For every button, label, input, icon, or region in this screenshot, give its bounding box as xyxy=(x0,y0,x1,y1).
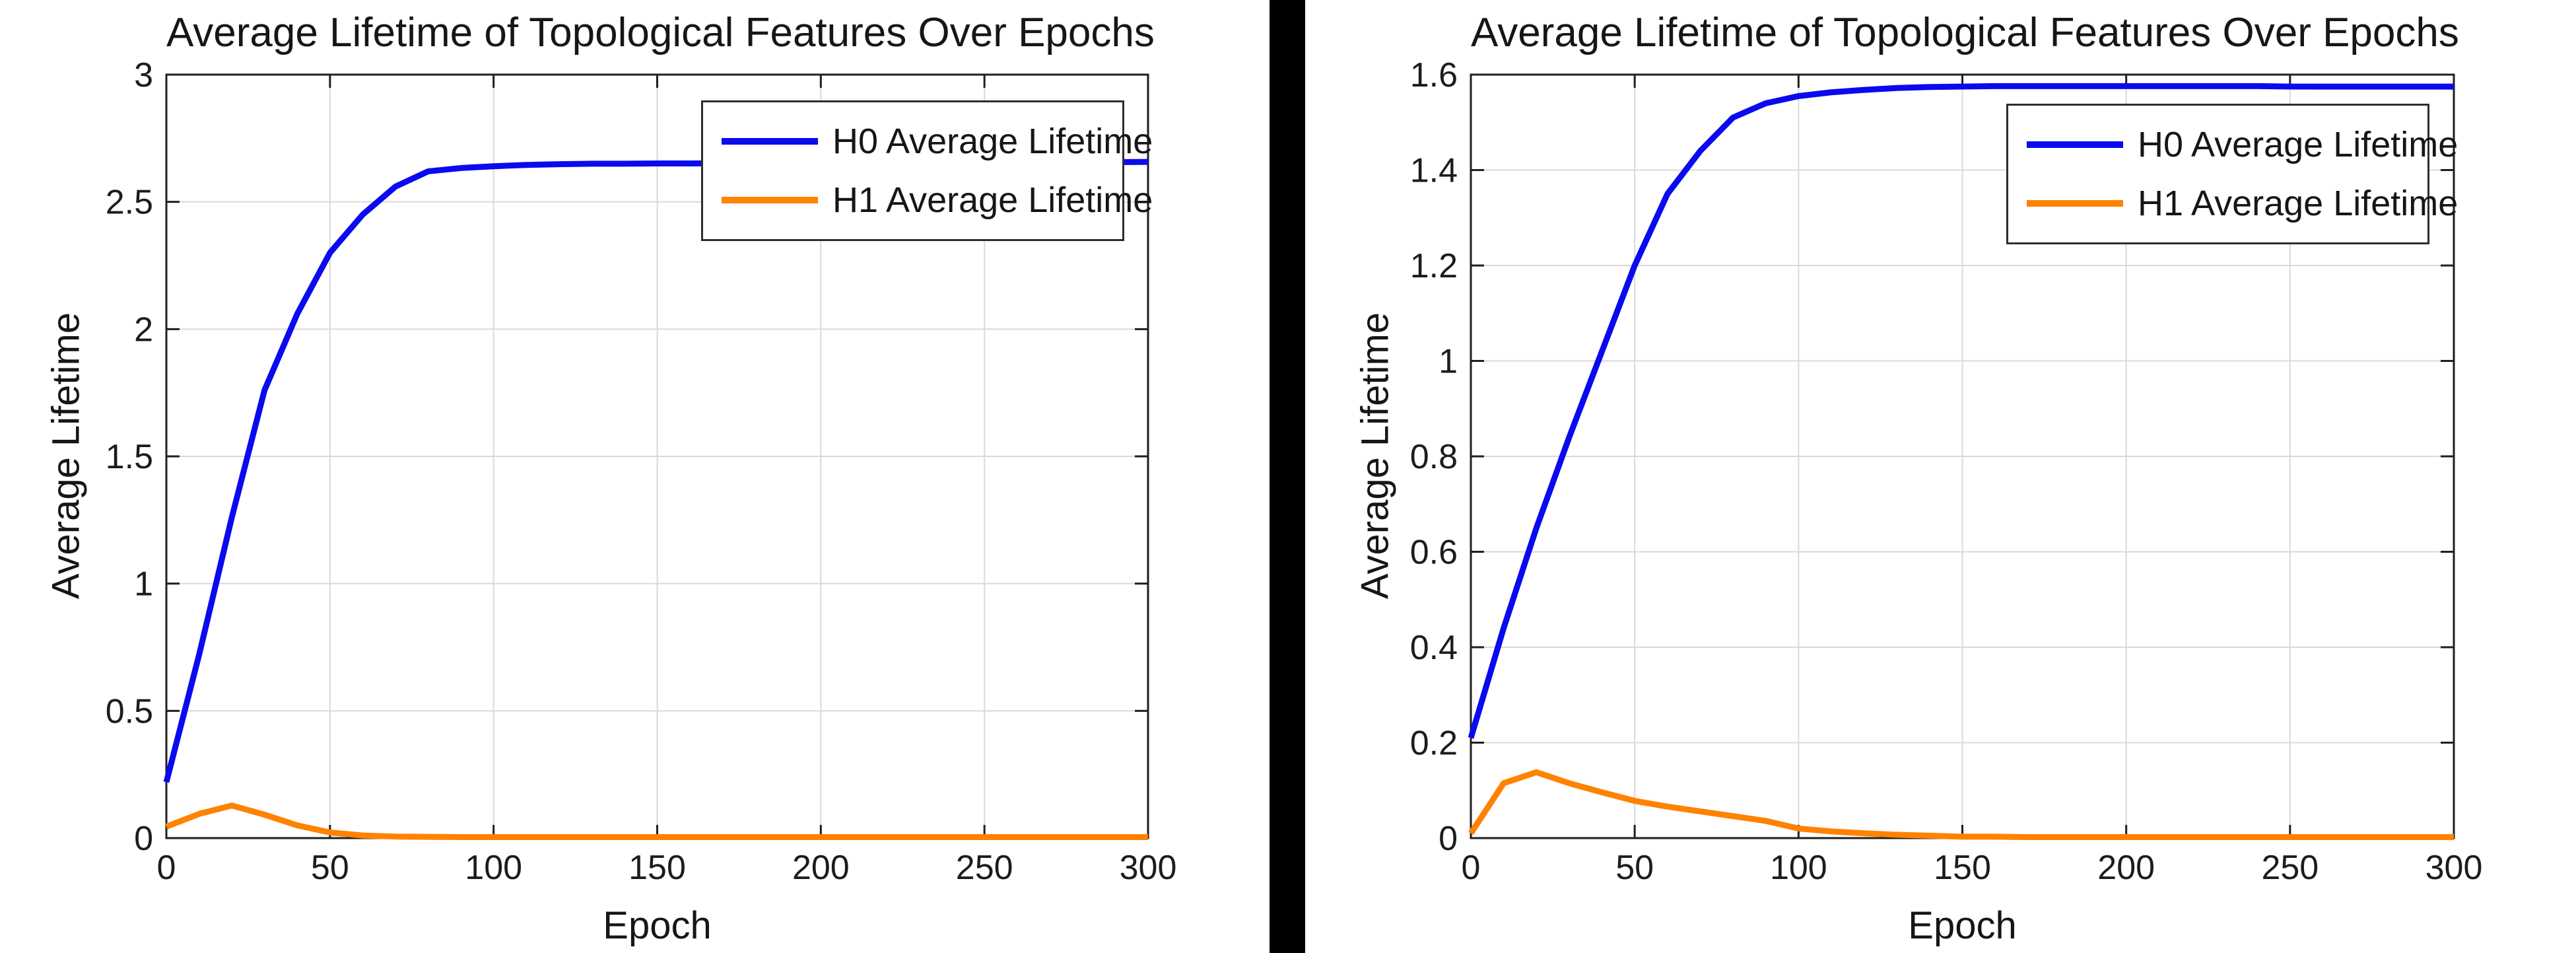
y-tick-label: 0.8 xyxy=(1410,438,1458,476)
x-tick-label: 250 xyxy=(2261,849,2319,887)
legend-label-h1: H1 Average Lifetime xyxy=(832,180,1153,221)
h1-average-lifetime-line xyxy=(165,802,1148,840)
y-tick-label: 0.6 xyxy=(1410,534,1458,572)
y-tick-label: 0.5 xyxy=(106,692,153,730)
x-axis-label: Epoch xyxy=(603,904,712,947)
y-tick-label: 2 xyxy=(134,310,153,349)
h1-average-lifetime-line xyxy=(1468,769,2454,841)
h0-line-swatch xyxy=(2027,141,2123,148)
y-tick-label: 1.6 xyxy=(1410,56,1458,94)
h0-line-swatch xyxy=(722,137,818,145)
y-tick-label: 3 xyxy=(134,56,153,94)
y-tick-label: 1.5 xyxy=(106,438,153,476)
x-tick-label: 100 xyxy=(465,849,522,887)
y-tick-label: 0.2 xyxy=(1410,724,1458,763)
legend-item-h0: H0 Average Lifetime xyxy=(2008,124,2458,165)
legend-item-h0: H0 Average Lifetime xyxy=(703,121,1153,162)
x-tick-label: 50 xyxy=(311,849,349,887)
chart-title: Average Lifetime of Topological Features… xyxy=(166,10,1155,55)
legend-box: H0 Average Lifetime H1 Average Lifetime xyxy=(701,100,1153,241)
h0-average-lifetime-line xyxy=(1468,83,2454,739)
chart-title: Average Lifetime of Topological Features… xyxy=(1471,10,2459,55)
x-tick-label: 200 xyxy=(792,849,850,887)
y-tick-label: 1.2 xyxy=(1410,247,1458,285)
chart-panel-left: Average Lifetime of Topological Features… xyxy=(0,0,1270,953)
legend-label-h0: H0 Average Lifetime xyxy=(832,121,1153,161)
legend-item-h1: H1 Average Lifetime xyxy=(2008,183,2458,224)
x-tick-label: 200 xyxy=(2097,849,2155,887)
x-tick-label: 50 xyxy=(1615,849,1654,887)
x-tick-label: 0 xyxy=(157,849,176,887)
h1-line-swatch xyxy=(2027,200,2123,207)
x-tick-label: 250 xyxy=(956,849,1013,887)
y-tick-label: 1 xyxy=(1439,343,1458,381)
plot-area: 0 50 100 150 200 250 300 0 0.2 0.4 0.6 0.8 1 1.2 1.4 1.… xyxy=(1410,56,2483,887)
x-tick-label: 0 xyxy=(1462,849,1481,887)
y-tick-label: 1 xyxy=(134,565,153,604)
y-tick-label: 1.4 xyxy=(1410,152,1458,190)
y-tick-label: 0.4 xyxy=(1410,629,1458,667)
h1-line-swatch xyxy=(722,197,818,204)
x-tick-label: 100 xyxy=(1770,849,1827,887)
x-tick-label: 300 xyxy=(2425,849,2483,887)
y-tick-label: 2.5 xyxy=(106,184,153,222)
legend-box: H0 Average Lifetime H1 Average Lifetime xyxy=(2006,104,2458,244)
panel-divider xyxy=(1270,0,1305,953)
x-tick-label: 150 xyxy=(628,849,686,887)
legend-item-h1: H1 Average Lifetime xyxy=(703,180,1153,221)
chart-panel-right: Average Lifetime of Topological Features… xyxy=(1305,0,2576,953)
legend-label-h1: H1 Average Lifetime xyxy=(2138,184,2458,224)
x-tick-label: 150 xyxy=(1934,849,1991,887)
x-tick-label: 300 xyxy=(1120,849,1177,887)
y-tick-label: 0 xyxy=(1439,820,1458,858)
x-axis-label: Epoch xyxy=(1908,904,2017,947)
y-tick-label: 0 xyxy=(134,820,153,858)
legend-label-h0: H0 Average Lifetime xyxy=(2138,124,2458,164)
